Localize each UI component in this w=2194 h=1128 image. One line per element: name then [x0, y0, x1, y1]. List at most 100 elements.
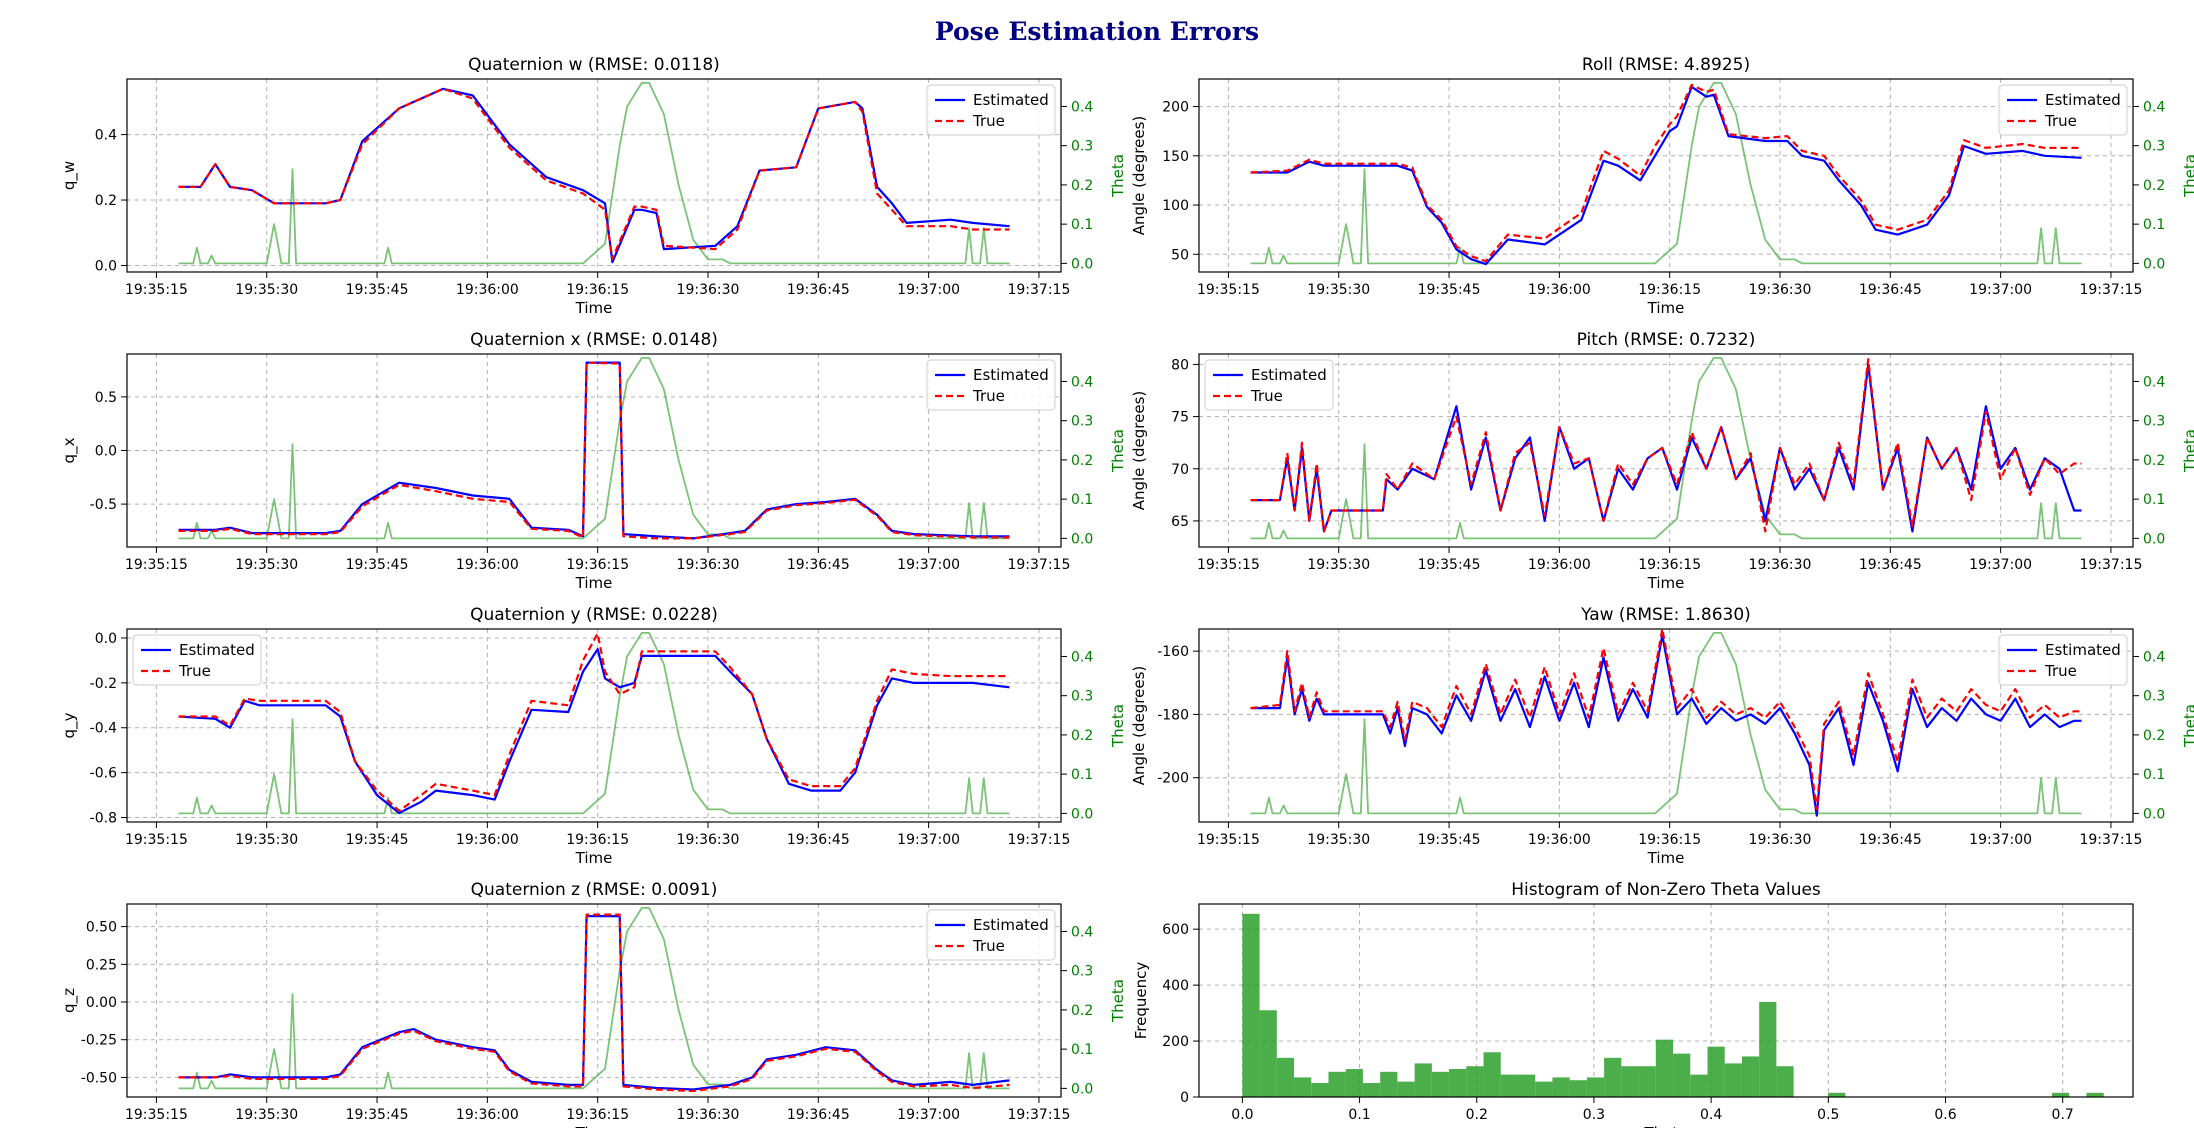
- histogram-bar: [1449, 1069, 1467, 1097]
- theta-axis-label: Theta: [2181, 429, 2194, 473]
- theta-line: [178, 632, 1010, 815]
- x-tick-label: 19:36:45: [787, 832, 850, 848]
- histogram-bar: [1466, 1066, 1484, 1097]
- y-tick-label: 150: [1162, 149, 1189, 165]
- x-tick-label: 19:36:45: [1859, 832, 1922, 848]
- y-axis-label: Angle (degrees): [1130, 666, 1148, 786]
- panel-title: Pitch (RMSE: 0.7232): [1577, 330, 1756, 350]
- histogram-bar: [1414, 1063, 1432, 1097]
- x-tick-label: 19:37:00: [897, 557, 960, 573]
- x-tick-label: 19:35:45: [1418, 832, 1481, 848]
- legend-label-estimated: Estimated: [179, 641, 255, 659]
- axes-frame: [1198, 628, 2134, 823]
- histogram-bar: [1500, 1074, 1518, 1097]
- legend: [132, 634, 262, 686]
- axes-frame: [126, 628, 1062, 823]
- panel-title: Yaw (RMSE: 1.8630): [1580, 605, 1751, 625]
- x-tick-label: 19:37:00: [897, 1107, 960, 1123]
- x-tick-label: 19:36:45: [787, 1107, 850, 1123]
- histogram-bar: [1828, 1092, 1846, 1097]
- y-tick-label: 0.4: [95, 128, 117, 144]
- legend-label-estimated: Estimated: [2045, 91, 2121, 109]
- theta-tick-label: 0.2: [1071, 728, 1093, 744]
- axes-frame: [126, 78, 1062, 273]
- x-tick-label: 19:36:15: [1638, 557, 1701, 573]
- estimated-line: [178, 87, 1010, 264]
- histogram-bar: [1345, 1069, 1363, 1097]
- x-tick-label: 19:37:15: [1007, 832, 1070, 848]
- theta-line: [178, 907, 1010, 1090]
- legend-label-true: True: [2044, 112, 2077, 130]
- estimated-line: [178, 648, 1010, 815]
- x-tick-label: 19:37:15: [2079, 832, 2142, 848]
- theta-tick-label: 0.0: [2143, 256, 2165, 272]
- x-tick-label: 19:36:45: [1859, 557, 1922, 573]
- true-line: [1250, 83, 2082, 263]
- x-tick-label: 19:36:45: [787, 282, 850, 298]
- panel-title: Quaternion z (RMSE: 0.0091): [471, 880, 718, 900]
- axes-frame: [1198, 353, 2134, 548]
- panel-6: Quaternion z (RMSE: 0.0091) 19:35:15 19:35…: [60, 880, 1127, 1128]
- histogram-bar: [1776, 1066, 1794, 1097]
- histogram-bar: [1483, 1052, 1501, 1097]
- y-axis-label: q_w: [60, 161, 79, 190]
- histogram-bar: [1759, 1001, 1777, 1097]
- theta-axis-label: Theta: [2181, 704, 2194, 748]
- x-tick-label: 19:37:15: [2079, 282, 2142, 298]
- y-tick-label: 200: [1162, 100, 1189, 116]
- true-line: [1250, 358, 2082, 533]
- x-tick-label: 19:35:30: [1307, 282, 1370, 298]
- x-tick-label: 19:35:45: [346, 832, 409, 848]
- x-tick-label: 0.2: [1466, 1107, 1488, 1123]
- theta-tick-label: 0.3: [1071, 139, 1093, 155]
- histogram-bar: [1328, 1071, 1346, 1097]
- theta-tick-label: 0.3: [2143, 139, 2165, 155]
- theta-tick-label: 0.2: [1071, 453, 1093, 469]
- y-tick-label: 0.00: [86, 995, 117, 1011]
- figure-title: Pose Estimation Errors: [935, 17, 1259, 46]
- x-tick-label: 19:36:30: [677, 557, 740, 573]
- theta-axis-label: Theta: [1109, 429, 1127, 473]
- panel-title: Quaternion y (RMSE: 0.0228): [470, 605, 718, 625]
- x-tick-label: 19:35:45: [346, 1107, 409, 1123]
- x-tick-label: 19:36:15: [1638, 282, 1701, 298]
- theta-tick-label: 0.4: [1071, 649, 1093, 665]
- legend-label-true: True: [178, 662, 211, 680]
- x-tick-label: 19:37:15: [1007, 282, 1070, 298]
- x-tick-label: 19:35:15: [125, 832, 188, 848]
- x-tick-label: 19:35:15: [1197, 282, 1260, 298]
- y-tick-label: 0.0: [95, 444, 117, 460]
- x-axis-label: Time: [575, 299, 613, 317]
- x-axis-label: Theta: [1644, 1124, 1688, 1128]
- theta-tick-label: 0.2: [1071, 178, 1093, 194]
- legend-label-estimated: Estimated: [973, 366, 1049, 384]
- y-tick-label: 0: [1180, 1090, 1189, 1106]
- histogram-bar: [1673, 1053, 1691, 1097]
- y-tick-label: 0.25: [86, 957, 117, 973]
- legend-label-true: True: [972, 937, 1005, 955]
- true-line: [178, 913, 1010, 1093]
- x-tick-label: 19:37:15: [1007, 557, 1070, 573]
- x-tick-label: 0.1: [1348, 1107, 1370, 1123]
- y-tick-label: -0.50: [81, 1070, 117, 1086]
- theta-line: [178, 357, 1010, 540]
- true-line: [178, 632, 1010, 812]
- x-tick-label: 19:36:45: [1859, 282, 1922, 298]
- theta-tick-label: 0.1: [2143, 217, 2165, 233]
- x-tick-label: 19:37:00: [1969, 282, 2032, 298]
- theta-tick-label: 0.4: [2143, 649, 2165, 665]
- theta-tick-label: 0.0: [2143, 531, 2165, 547]
- theta-tick-label: 0.4: [1071, 924, 1093, 940]
- x-tick-label: 19:35:15: [125, 282, 188, 298]
- y-tick-label: 75: [1171, 410, 1189, 426]
- x-tick-label: 19:37:15: [2079, 557, 2142, 573]
- y-axis-label: Angle (degrees): [1130, 116, 1148, 236]
- legend-label-estimated: Estimated: [973, 91, 1049, 109]
- histogram-bar: [1655, 1039, 1674, 1097]
- theta-tick-label: 0.0: [1071, 531, 1093, 547]
- x-tick-label: 19:36:15: [566, 557, 629, 573]
- theta-tick-label: 0.3: [2143, 689, 2165, 705]
- x-tick-label: 0.4: [1700, 1107, 1722, 1123]
- panel-3: Pitch (RMSE: 0.7232) 19:35:15 19:35:30 19:3…: [1130, 330, 2194, 592]
- x-tick-label: 0.3: [1583, 1107, 1605, 1123]
